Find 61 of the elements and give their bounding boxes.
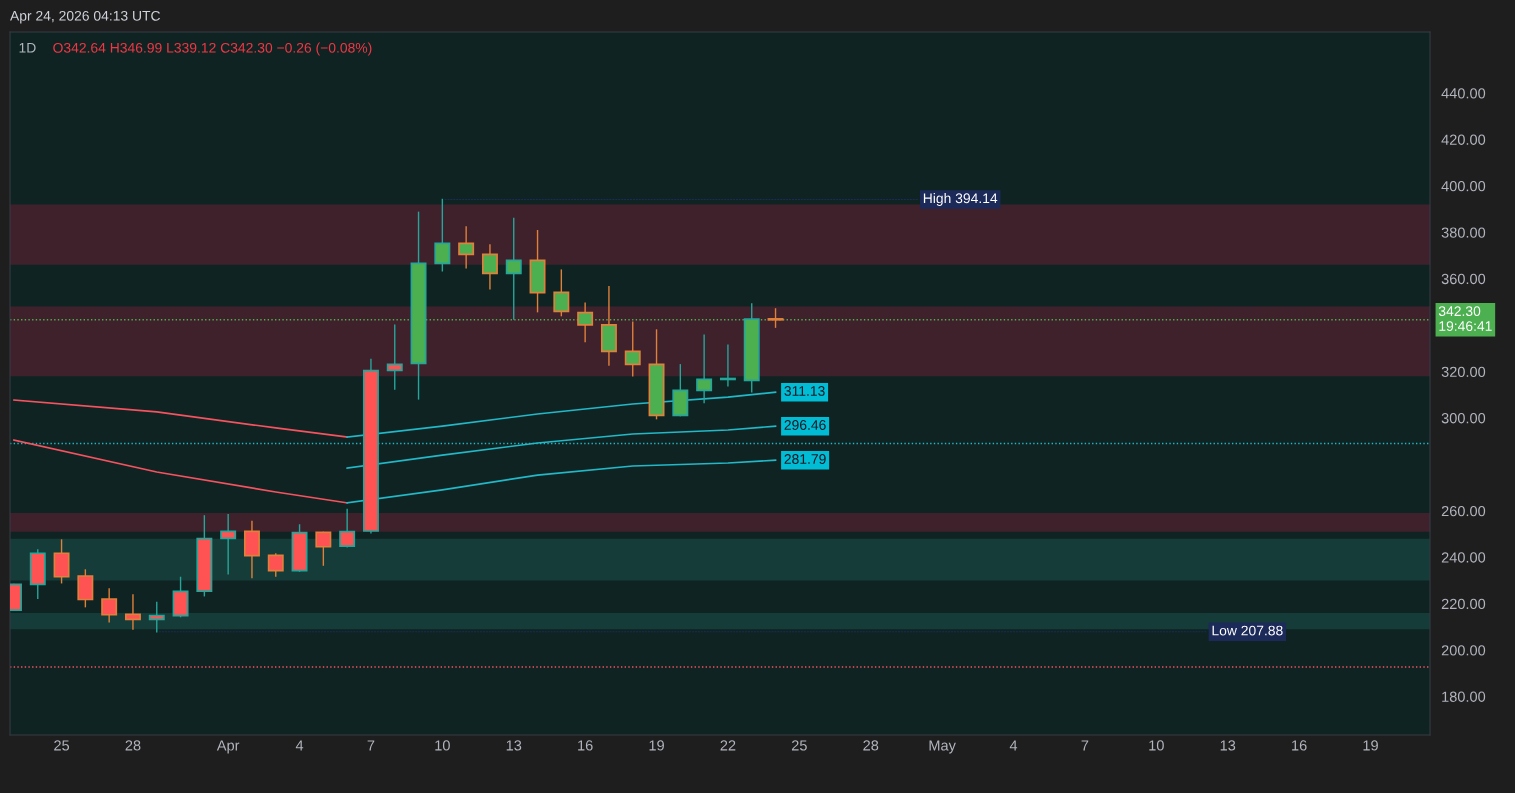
y-tick-label: 300.00: [1441, 413, 1486, 424]
candlestick: [53, 539, 70, 584]
x-tick-label: 16: [578, 740, 593, 751]
text: 1D: [19, 43, 36, 53]
x-tick-label: 10: [1149, 740, 1164, 751]
candlestick: [434, 198, 451, 272]
y-tick-label: 360.00: [1441, 273, 1486, 285]
data-label: 281.79: [784, 454, 826, 464]
data-label: 311.13: [784, 386, 825, 396]
candlestick: [577, 302, 594, 343]
line-series: [13, 439, 348, 504]
x-tick-label: May: [929, 740, 956, 754]
ref-line-label: 342.30 19:46:41: [1438, 306, 1492, 331]
candlestick: [696, 334, 713, 404]
x-tick-label: 7: [367, 740, 375, 751]
candlestick: [124, 594, 141, 630]
x-tick-label: 13: [1220, 740, 1236, 751]
annotation: O342.64 H346.99 L339.12 C342.30 −0.26 (−0.08%): [53, 42, 372, 56]
x-tick-label: 22: [720, 740, 736, 751]
candlestick: [386, 324, 403, 390]
x-tick-label: 4: [1009, 740, 1018, 751]
y-tick-label: 440.00: [1441, 88, 1486, 99]
x-tick-label: 10: [435, 740, 450, 751]
annotation: Low 207.88: [1212, 625, 1283, 636]
line-series: [346, 391, 777, 438]
candlestick: [148, 601, 165, 633]
y-tick-label: 220.00: [1441, 598, 1486, 610]
candlestick: [267, 553, 284, 577]
candlestick: [315, 531, 332, 566]
y-tick-label: 260.00: [1441, 505, 1486, 517]
candlestick: [101, 588, 118, 623]
line-series: [346, 459, 777, 504]
annotation: High 394.14: [923, 193, 998, 206]
candlestick: [220, 514, 237, 575]
y-tick-label: 400.00: [1441, 180, 1486, 192]
x-tick-label: Apr: [216, 740, 240, 754]
candlestick: [339, 508, 356, 548]
x-tick-label: 4: [295, 740, 304, 751]
data-label: 296.46: [784, 420, 826, 430]
x-tick-label: 25: [54, 740, 70, 751]
x-tick-label: 7: [1081, 740, 1089, 751]
x-tick-label: 25: [791, 740, 807, 751]
x-tick-label: 16: [1292, 740, 1307, 751]
x-tick-label: 13: [506, 740, 522, 751]
x-tick-label: 19: [649, 740, 664, 751]
y-tick-label: 240.00: [1441, 552, 1486, 563]
y-tick-label: 320.00: [1441, 366, 1486, 377]
candlestick: [481, 244, 498, 290]
text: Apr 24, 2026 04:13 UTC: [10, 10, 161, 24]
candlestick: [553, 269, 570, 317]
y-tick-label: 200.00: [1441, 645, 1486, 656]
y-tick-label: 380.00: [1441, 227, 1486, 238]
candlestick: [458, 226, 475, 269]
candlestick: [767, 308, 784, 328]
x-tick-label: 28: [863, 740, 879, 751]
y-tick-label: 180.00: [1442, 691, 1486, 702]
line-series: [13, 399, 348, 438]
y-tick-label: 420.00: [1441, 134, 1486, 145]
candlestick: [77, 569, 94, 608]
x-tick-label: 19: [1363, 740, 1378, 751]
x-tick-label: 28: [125, 740, 141, 751]
